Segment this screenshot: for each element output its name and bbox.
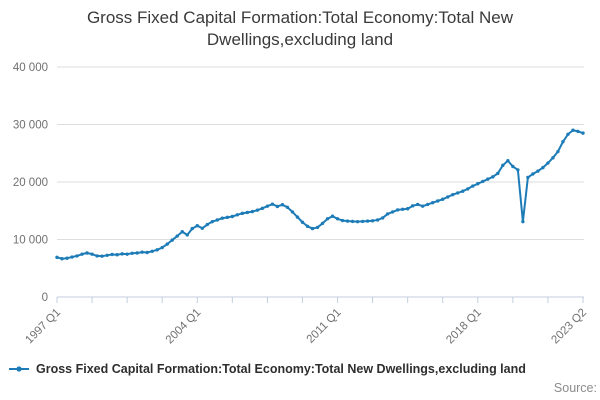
- x-axis-label: 2023 Q2: [549, 307, 589, 347]
- x-axis-labels: 1997 Q1 2004 Q1 2011 Q1 2018 Q1 2023 Q2: [23, 307, 589, 347]
- chart-title: Gross Fixed Capital Formation:Total Econ…: [86, 8, 514, 49]
- x-axis-label: 2004 Q1: [164, 307, 204, 347]
- y-axis-label: 0: [42, 292, 48, 304]
- x-axis-label: 2018 Q1: [444, 307, 484, 347]
- y-axis-label: 30 000: [13, 120, 48, 132]
- y-axis-labels: 0 10 000 20 000 30 000 40 000: [13, 62, 48, 304]
- y-axis-label: 10 000: [13, 235, 48, 247]
- legend-label: Gross Fixed Capital Formation:Total Econ…: [36, 362, 526, 376]
- legend-line-marker-icon: [9, 366, 29, 372]
- legend-item[interactable]: Gross Fixed Capital Formation:Total Econ…: [8, 361, 526, 377]
- y-gridlines: [57, 66, 584, 240]
- data-series-line: [56, 129, 584, 260]
- y-axis-label: 40 000: [13, 62, 48, 74]
- y-axis-label: 20 000: [13, 177, 48, 189]
- data-point-markers: [55, 128, 585, 261]
- x-axis: [56, 296, 584, 303]
- x-axis-label: 1997 Q1: [23, 307, 63, 347]
- x-axis-label: 2011 Q1: [305, 307, 344, 346]
- source-label: Source:: [553, 381, 597, 395]
